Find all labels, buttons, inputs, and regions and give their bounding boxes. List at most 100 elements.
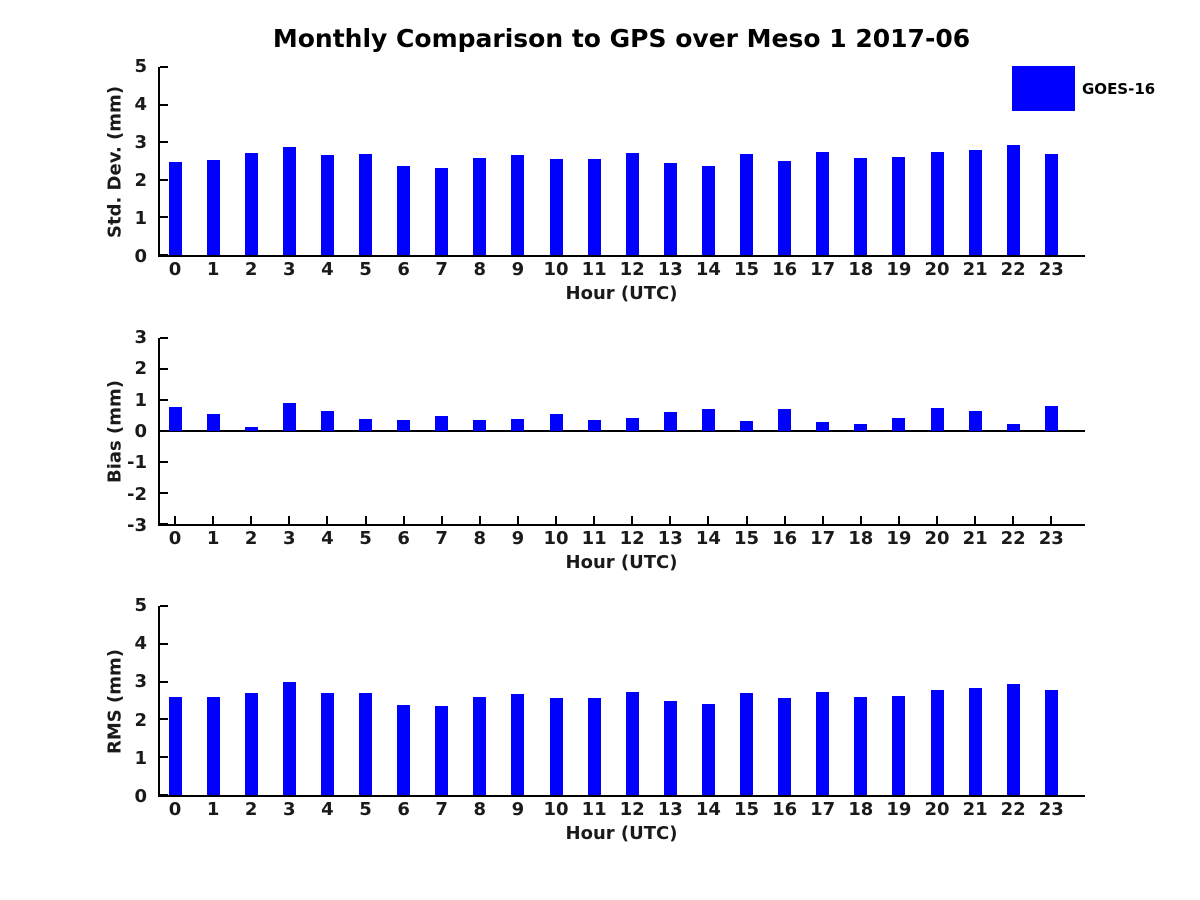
x-tick-mark — [936, 516, 938, 524]
x-axis-label: Hour (UTC) — [565, 823, 678, 844]
bar-hour-16 — [778, 408, 792, 431]
y-tick-mark — [160, 141, 168, 144]
x-tick-label: 17 — [810, 259, 836, 280]
x-tick-label: 21 — [962, 799, 988, 820]
bar-hour-13 — [663, 700, 677, 795]
bar-hour-1 — [206, 159, 220, 255]
bar-hour-23 — [1044, 689, 1058, 795]
x-tick-label: 12 — [619, 259, 645, 280]
y-tick-label: 3 — [134, 327, 147, 348]
x-tick-label: 13 — [657, 528, 683, 549]
x-tick-label: 8 — [473, 528, 487, 549]
y-tick-label: 4 — [134, 94, 147, 115]
bar-hour-7 — [435, 415, 449, 431]
y-tick-label: 0 — [134, 421, 147, 442]
bar-hour-13 — [663, 411, 677, 431]
bar-hour-9 — [511, 694, 525, 795]
plot-area-rms — [158, 605, 1085, 797]
bar-hour-21 — [968, 149, 982, 255]
bar-hour-7 — [435, 705, 449, 795]
x-tick-label: 4 — [321, 799, 334, 820]
bar-hour-14 — [701, 166, 715, 255]
bar-hour-4 — [320, 692, 334, 795]
x-tick-label: 13 — [657, 259, 683, 280]
bar-hour-18 — [854, 423, 868, 431]
bar-hour-8 — [473, 157, 487, 255]
x-tick-label: 1 — [206, 259, 220, 280]
x-tick-labels: 0 1 2 3 4 5 6 7 8 9 10 11 12 13 14 15 16 17 18 19 20 21 22 23 — [158, 526, 1085, 550]
x-tick-label: 21 — [962, 528, 988, 549]
y-tick-labels: -3 -2 -1 0 1 2 3 — [0, 328, 150, 536]
bar-hour-1 — [206, 413, 220, 431]
x-tick-label: 17 — [810, 799, 836, 820]
bar-hour-10 — [549, 159, 563, 255]
x-tick-label: 3 — [283, 799, 296, 820]
x-tick-label: 2 — [244, 259, 258, 280]
bar-hour-3 — [282, 403, 296, 431]
x-tick-label: 23 — [1038, 799, 1064, 820]
x-tick-mark — [707, 516, 710, 524]
x-tick-mark — [859, 516, 862, 524]
x-tick-label: 14 — [695, 528, 721, 549]
y-tick-mark — [160, 398, 168, 401]
x-tick-label: 15 — [733, 259, 760, 280]
x-tick-label: 5 — [359, 799, 372, 820]
x-axis-label: Hour (UTC) — [565, 283, 678, 304]
bar-hour-11 — [587, 697, 601, 795]
bar-hour-23 — [1044, 405, 1058, 431]
y-tick-mark — [160, 178, 168, 181]
x-tick-label: 7 — [435, 259, 448, 280]
bar-hour-23 — [1044, 154, 1058, 255]
bar-hour-2 — [244, 426, 258, 431]
bar-hour-13 — [663, 162, 677, 255]
x-tick-label: 16 — [772, 799, 798, 820]
y-tick-labels: 0 1 2 3 4 5 — [0, 596, 150, 807]
bar-hour-12 — [625, 152, 639, 255]
x-tick-label: 18 — [848, 528, 874, 549]
x-tick-label: 5 — [359, 259, 372, 280]
bar-hour-8 — [473, 697, 487, 795]
x-tick-label: 19 — [886, 259, 912, 280]
y-tick-label: 2 — [134, 170, 147, 191]
x-tick-label: 16 — [772, 528, 798, 549]
bar-hour-7 — [435, 167, 449, 255]
x-tick-label: 22 — [1000, 259, 1026, 280]
x-tick-label: 23 — [1038, 528, 1064, 549]
y-tick-mark — [160, 680, 168, 683]
x-tick-label: 6 — [397, 799, 410, 820]
y-tick-mark — [160, 460, 168, 463]
y-tick-label: 3 — [134, 671, 147, 693]
y-tick-mark — [160, 523, 168, 525]
y-tick-mark — [160, 254, 168, 256]
x-tick-label: 19 — [886, 528, 912, 549]
x-tick-label: 22 — [1000, 528, 1026, 549]
zero-axis-line — [160, 430, 1085, 432]
bar-hour-6 — [397, 705, 411, 795]
x-tick-mark — [1050, 516, 1053, 524]
x-tick-mark — [593, 516, 596, 524]
bar-hour-17 — [816, 152, 830, 255]
bar-hour-17 — [816, 692, 830, 795]
x-tick-mark — [478, 516, 481, 524]
y-tick-mark — [160, 216, 168, 219]
bar-hour-5 — [359, 419, 372, 431]
x-tick-label: 7 — [435, 799, 448, 820]
x-tick-mark — [440, 516, 443, 524]
bar-hour-3 — [282, 682, 296, 795]
x-tick-label: 6 — [397, 528, 410, 549]
x-tick-label: 1 — [206, 528, 220, 549]
x-tick-label: 10 — [543, 528, 569, 549]
x-tick-label: 21 — [962, 259, 988, 280]
y-tick-label: 5 — [134, 595, 147, 616]
x-tick-label: 14 — [695, 799, 721, 820]
x-tick-label: 20 — [924, 528, 950, 549]
legend: GOES-16 — [1012, 66, 1155, 111]
y-tick-mark — [160, 66, 168, 68]
bar-hour-11 — [587, 158, 601, 255]
bar-hour-5 — [359, 153, 372, 255]
bar-hour-12 — [625, 692, 639, 795]
x-axis-label: Hour (UTC) — [565, 552, 678, 573]
x-tick-label: 16 — [772, 259, 798, 280]
bar-hour-0 — [168, 697, 182, 795]
bar-hour-15 — [740, 692, 753, 795]
